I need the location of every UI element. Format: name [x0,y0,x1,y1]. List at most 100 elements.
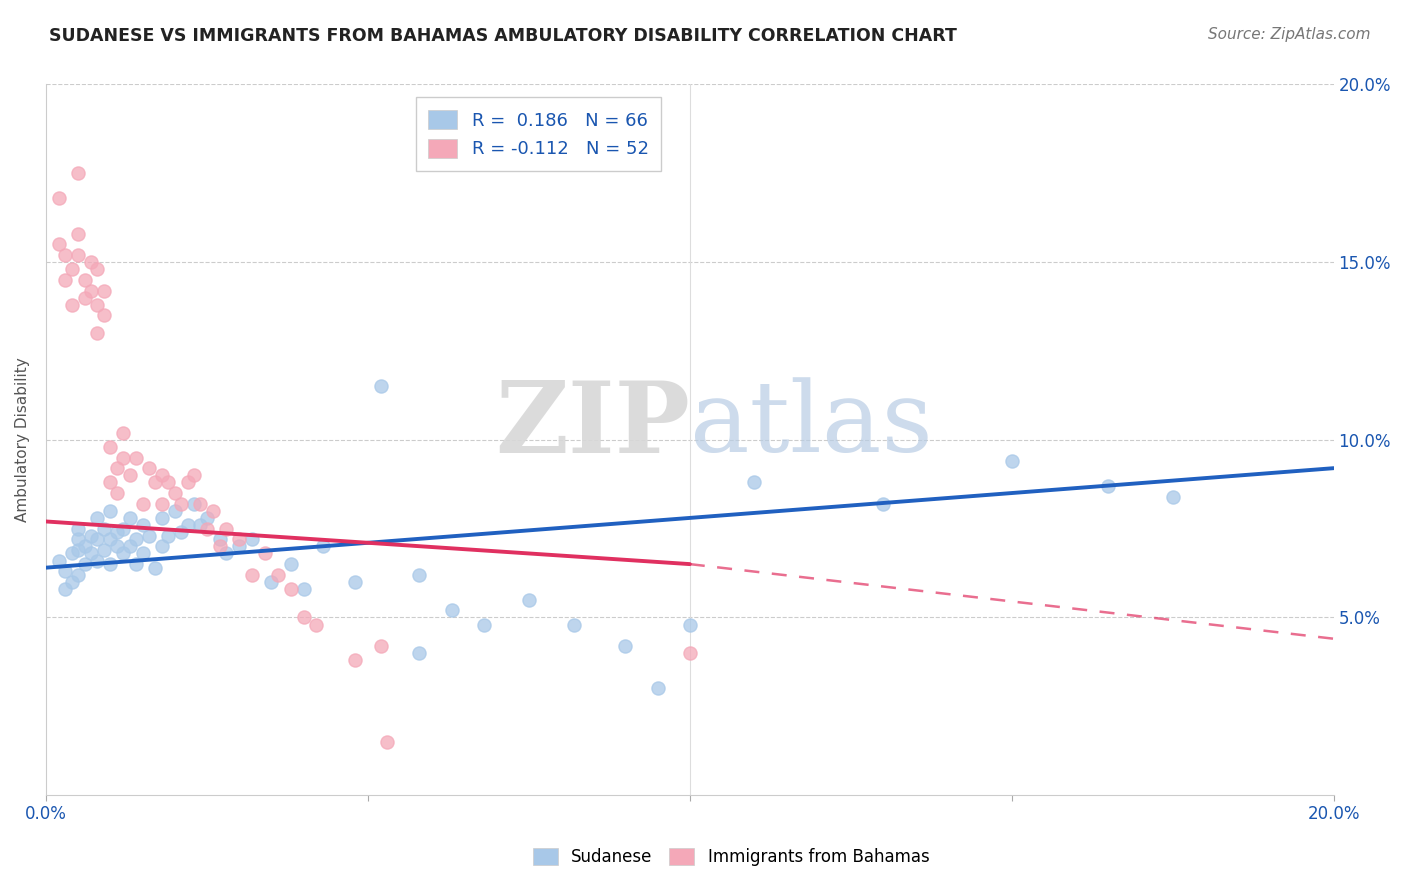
Point [215,522,238,536]
Point [163,486,186,500]
Text: ZIP: ZIP [495,377,690,474]
Point [67,533,90,547]
Point [138,529,160,543]
Point [60,262,83,277]
Point [125,450,148,465]
Point [280,582,302,596]
Point [343,653,366,667]
Point [240,533,263,547]
Point [105,461,128,475]
Point [86,511,108,525]
Point [176,475,198,490]
Point [370,639,392,653]
Point [562,617,585,632]
Point [53,564,76,578]
Point [48,553,70,567]
Point [48,191,70,205]
Point [86,326,108,340]
Point [1001,454,1024,468]
Point [86,262,108,277]
Point [67,567,90,582]
Point [183,468,205,483]
Point [60,298,83,312]
Point [163,504,186,518]
Point [1097,479,1119,493]
Point [679,617,702,632]
Point [253,546,276,560]
Point [170,525,193,540]
Point [73,273,96,287]
Point [53,273,76,287]
Point [98,557,121,571]
Point [80,255,103,269]
Point [305,617,328,632]
Point [125,557,148,571]
Point [157,475,180,490]
Point [60,546,83,560]
Text: SUDANESE VS IMMIGRANTS FROM BAHAMAS AMBULATORY DISABILITY CORRELATION CHART: SUDANESE VS IMMIGRANTS FROM BAHAMAS AMBU… [49,27,957,45]
Point [80,284,103,298]
Point [118,511,141,525]
Point [131,546,153,560]
Point [98,533,121,547]
Point [408,646,430,660]
Point [67,166,90,180]
Point [131,518,153,533]
Point [93,284,115,298]
Point [150,539,173,553]
Point [112,546,135,560]
Point [93,309,115,323]
Point [267,567,290,582]
Point [105,486,128,500]
Point [118,539,141,553]
Point [280,557,302,571]
Point [131,497,153,511]
Point [73,557,96,571]
Point [60,574,83,589]
Point [67,542,90,557]
Point [195,522,218,536]
Point [228,539,250,553]
Point [408,567,430,582]
Point [170,497,193,511]
Point [157,529,180,543]
Point [472,617,495,632]
Legend: R =  0.186   N = 66, R = -0.112   N = 52: R = 0.186 N = 66, R = -0.112 N = 52 [416,97,661,171]
Point [292,610,315,624]
Point [679,646,702,660]
Point [145,475,167,490]
Point [440,603,463,617]
Point [208,533,231,547]
Point [73,291,96,305]
Point [190,518,212,533]
Point [53,582,76,596]
Point [138,461,160,475]
Point [53,248,76,262]
Point [86,298,108,312]
Point [517,592,540,607]
Legend: Sudanese, Immigrants from Bahamas: Sudanese, Immigrants from Bahamas [526,841,936,873]
Point [1161,490,1184,504]
Point [647,681,669,696]
Point [370,379,392,393]
Text: Source: ZipAtlas.com: Source: ZipAtlas.com [1208,27,1371,42]
Point [176,518,198,533]
Point [150,511,173,525]
Point [312,539,335,553]
Point [98,504,121,518]
Point [872,497,894,511]
Point [118,468,141,483]
Point [98,440,121,454]
Point [145,560,167,574]
Point [150,468,173,483]
Point [112,425,135,440]
Point [93,542,115,557]
Point [190,497,212,511]
Point [105,539,128,553]
Point [86,553,108,567]
Point [67,248,90,262]
Point [125,533,148,547]
Point [112,450,135,465]
Point [80,529,103,543]
Point [73,539,96,553]
